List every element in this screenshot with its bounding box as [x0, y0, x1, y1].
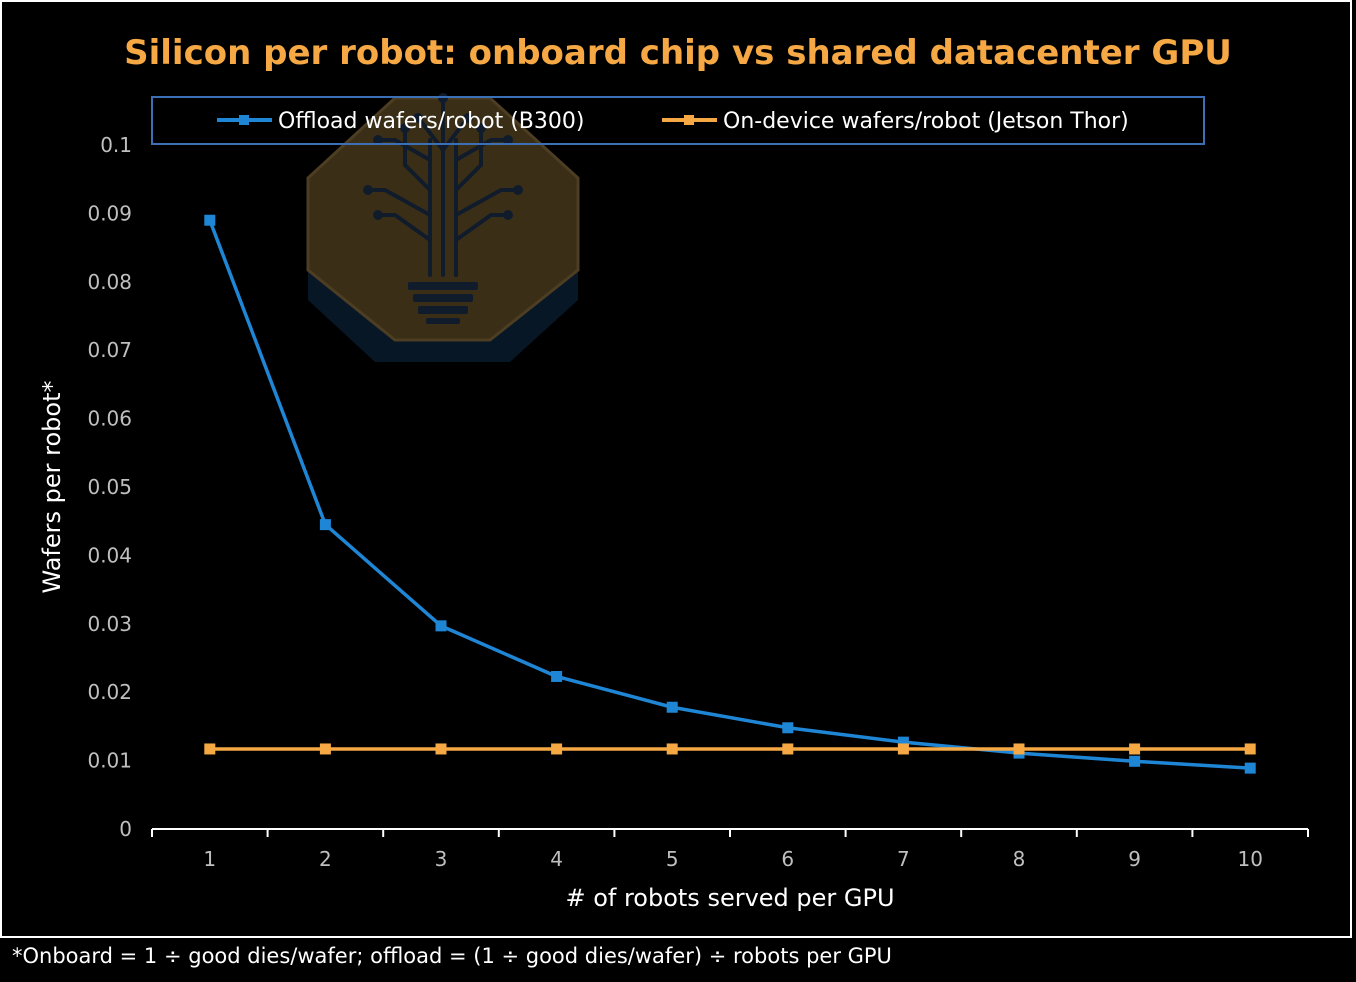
data-point-series-1	[897, 743, 909, 755]
data-point-series-1	[319, 743, 331, 755]
legend-item-offload: Offload wafers/robot (B300)	[217, 109, 584, 134]
y-tick-label: 0.06	[87, 407, 132, 431]
x-tick-label: 9	[1128, 847, 1141, 871]
x-tick-label: 5	[666, 847, 679, 871]
y-tick-label: 0.05	[87, 475, 132, 499]
x-tick-label: 3	[435, 847, 448, 871]
y-tick-label: 0.1	[100, 133, 132, 157]
data-point-series-1	[1244, 743, 1256, 755]
data-point-series-1	[782, 743, 794, 755]
x-tick-label: 6	[781, 847, 794, 871]
footnote: *Onboard = 1 ÷ good dies/wafer; offload …	[12, 944, 892, 968]
x-tick-label: 2	[319, 847, 332, 871]
data-point-series-0	[204, 214, 216, 226]
data-point-series-1	[1013, 743, 1025, 755]
legend-label-offload: Offload wafers/robot (B300)	[278, 109, 584, 134]
chart-title: Silicon per robot: onboard chip vs share…	[124, 33, 1232, 73]
x-axis-ticks: 1 2 3 4 5 6 7 8 9 10	[151, 829, 1309, 871]
data-point-series-1	[204, 743, 216, 755]
y-tick-label: 0.07	[87, 338, 132, 362]
y-tick-label: 0.03	[87, 612, 132, 636]
x-tick-label: 4	[550, 847, 563, 871]
data-point-series-0	[551, 670, 563, 682]
data-point-series-1	[1129, 743, 1141, 755]
data-point-series-0	[1244, 762, 1256, 774]
y-axis-ticks: 0 0.01 0.02 0.03 0.04 0.05 0.06 0.07 0.08 0.09 0.1	[87, 133, 132, 841]
x-tick-label: 7	[897, 847, 910, 871]
data-point-series-0	[435, 620, 447, 632]
x-tick-label: 10	[1237, 847, 1262, 871]
y-axis-label: Wafers per robot*	[38, 381, 66, 594]
legend: Offload wafers/robot (B300) On-device wa…	[151, 96, 1205, 145]
x-tick-label: 8	[1013, 847, 1026, 871]
data-point-series-1	[435, 743, 447, 755]
y-tick-label: 0.08	[87, 270, 132, 294]
x-tick-label: 1	[203, 847, 216, 871]
x-axis-label: # of robots served per GPU	[565, 884, 894, 912]
data-point-series-0	[897, 736, 909, 748]
data-point-series-0	[1129, 755, 1141, 767]
y-tick-label: 0.02	[87, 680, 132, 704]
y-tick-label: 0.09	[87, 201, 132, 225]
series-line-0	[208, 219, 1251, 770]
data-point-series-1	[551, 743, 563, 755]
y-tick-label: 0.04	[87, 543, 132, 567]
data-point-series-0	[319, 519, 331, 531]
series-layer	[204, 214, 1256, 774]
legend-label-on-device: On-device wafers/robot (Jetson Thor)	[723, 109, 1129, 134]
data-point-series-0	[782, 722, 794, 734]
y-tick-label: 0	[119, 817, 132, 841]
legend-item-on-device: On-device wafers/robot (Jetson Thor)	[662, 109, 1129, 134]
chart-frame	[0, 0, 1352, 938]
data-point-series-0	[666, 701, 678, 713]
data-point-series-1	[666, 743, 678, 755]
y-tick-label: 0.01	[87, 749, 132, 773]
circuit-tree-lightbulb-logo-icon	[306, 93, 580, 362]
legend-box	[151, 96, 1205, 145]
